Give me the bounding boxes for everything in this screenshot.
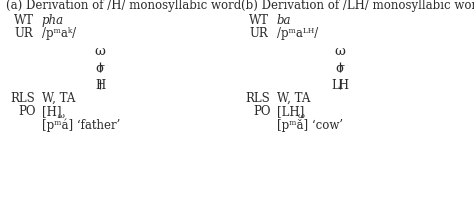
Text: (a) Derivation of /H/ monosyllabic word: (a) Derivation of /H/ monosyllabic word	[6, 0, 241, 12]
Text: ba: ba	[277, 14, 292, 27]
Text: [H]: [H]	[42, 105, 62, 118]
Text: /pᵐaᵏ/: /pᵐaᵏ/	[42, 27, 76, 40]
Text: PO: PO	[253, 105, 271, 118]
Text: σ: σ	[336, 62, 345, 75]
Text: /pᵐaᴸᴴ/: /pᵐaᴸᴴ/	[277, 27, 318, 40]
Text: W, TA: W, TA	[42, 92, 75, 105]
Text: H: H	[95, 79, 105, 92]
Text: UR: UR	[249, 27, 268, 40]
Text: [pᵐǎ] ‘cow’: [pᵐǎ] ‘cow’	[277, 119, 343, 132]
Text: W, TA: W, TA	[277, 92, 310, 105]
Text: ω: ω	[335, 45, 346, 58]
Text: σ: σ	[95, 62, 104, 75]
Text: UR: UR	[14, 27, 33, 40]
Text: LH: LH	[331, 79, 349, 92]
Text: (b) Derivation of /LH/ monosyllabic word: (b) Derivation of /LH/ monosyllabic word	[241, 0, 474, 12]
Text: [LH]: [LH]	[277, 105, 304, 118]
Text: WT: WT	[249, 14, 269, 27]
Text: WT: WT	[14, 14, 34, 27]
Text: PO: PO	[18, 105, 36, 118]
Text: ω: ω	[94, 45, 105, 58]
Text: RLS: RLS	[10, 92, 35, 105]
Text: [pᵐá] ‘father’: [pᵐá] ‘father’	[42, 118, 120, 132]
Text: RLS: RLS	[245, 92, 270, 105]
Text: pha: pha	[42, 14, 64, 27]
Text: ω: ω	[298, 112, 305, 120]
Text: ω: ω	[58, 112, 65, 120]
